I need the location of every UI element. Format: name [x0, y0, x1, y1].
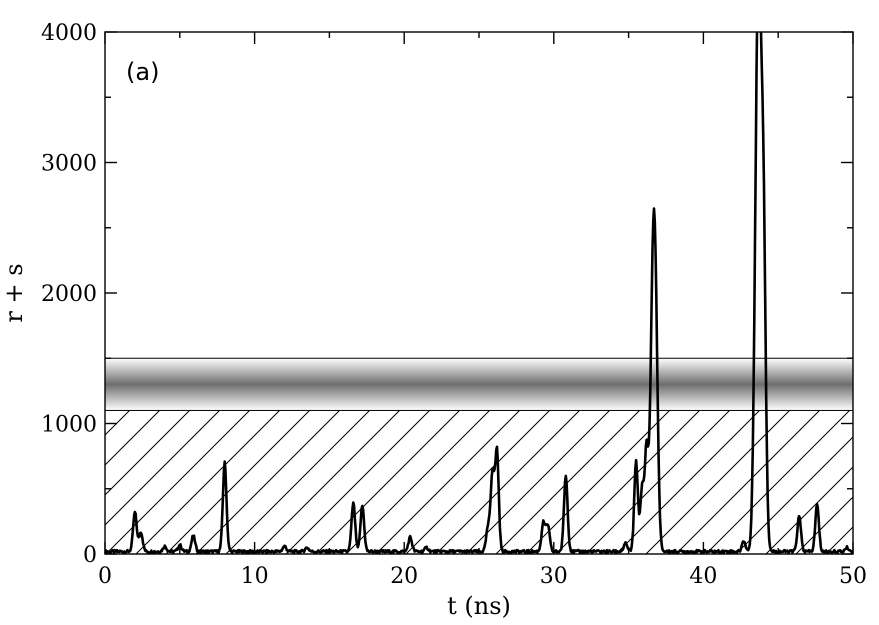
y-tick-label: 0: [83, 543, 97, 568]
y-tick-label: 4000: [41, 21, 97, 46]
x-tick-label: 0: [98, 564, 112, 589]
x-tick-label: 10: [241, 564, 269, 589]
gradient-band: [104, 357, 854, 411]
y-tick-label: 3000: [41, 152, 97, 177]
x-tick-label: 40: [689, 564, 717, 589]
panel-label: (a): [126, 58, 159, 86]
x-tick-label: 30: [540, 564, 568, 589]
x-axis-title: t (ns): [447, 592, 511, 620]
y-tick-label: 2000: [41, 282, 97, 307]
hatched-region: [105, 410, 853, 554]
x-tick-label: 20: [390, 564, 418, 589]
axis-ticks: 0 10 20 30 40 50 0 1000 2000 3000 4000: [41, 21, 867, 589]
y-tick-label: 1000: [41, 413, 97, 438]
y-axis-title: r + s: [0, 263, 28, 322]
x-tick-label: 50: [839, 564, 867, 589]
